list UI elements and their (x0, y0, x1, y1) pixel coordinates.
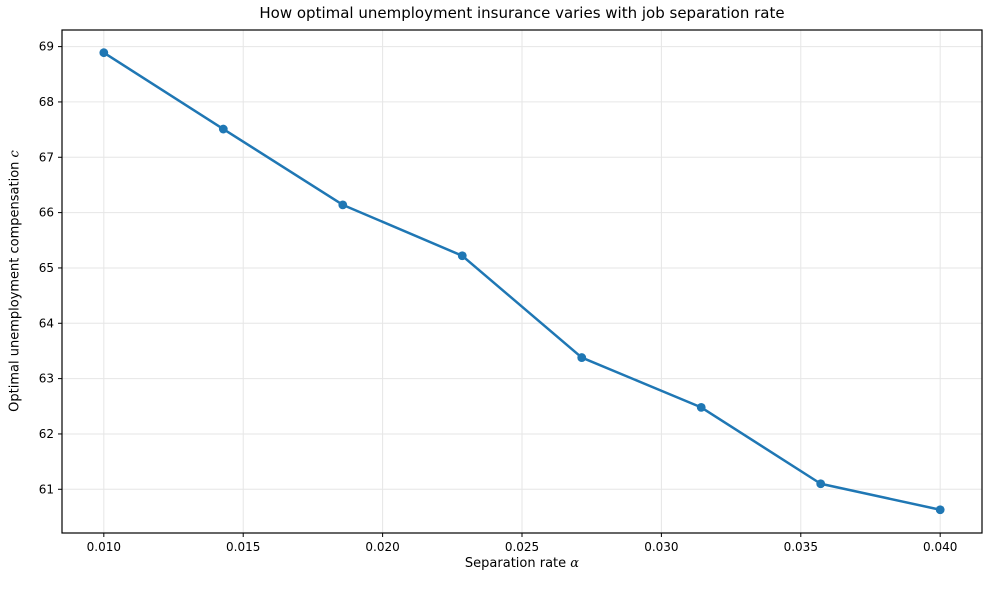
y-tick-label: 69 (39, 40, 54, 54)
x-tick-label: 0.010 (87, 540, 121, 554)
data-point-marker (218, 124, 228, 134)
y-tick-label: 64 (39, 316, 54, 330)
x-tick-label: 0.025 (505, 540, 539, 554)
chart-title: How optimal unemployment insurance varie… (259, 4, 785, 22)
data-point-marker (935, 505, 945, 515)
data-point-marker (577, 353, 587, 362)
data-point-marker (99, 48, 109, 58)
x-tick-label: 0.015 (226, 540, 260, 554)
data-line (102, 51, 942, 512)
x-tick-label: 0.040 (923, 540, 957, 554)
data-point-marker (457, 251, 467, 261)
y-tick-label: 65 (39, 261, 54, 275)
x-axis-label-text: Separation rate (464, 556, 571, 571)
axes-spines (61, 29, 983, 534)
y-tick-label: 67 (39, 150, 54, 164)
data-point-marker (338, 200, 348, 210)
y-tick-label: 68 (39, 95, 54, 109)
data-point-marker (816, 479, 826, 489)
x-tick-label: 0.030 (644, 540, 678, 554)
y-tick-label: 66 (39, 206, 54, 220)
x-axis-label-variable: α (570, 556, 580, 571)
x-tick-label: 0.035 (784, 540, 818, 554)
y-tick-label: 63 (39, 372, 54, 386)
data-point-marker (696, 402, 706, 412)
y-tick-label: 61 (39, 482, 54, 496)
x-axis-label: Separation rate α (62, 556, 982, 571)
x-tick-label: 0.020 (365, 540, 399, 554)
y-tick-label: 62 (39, 427, 54, 441)
